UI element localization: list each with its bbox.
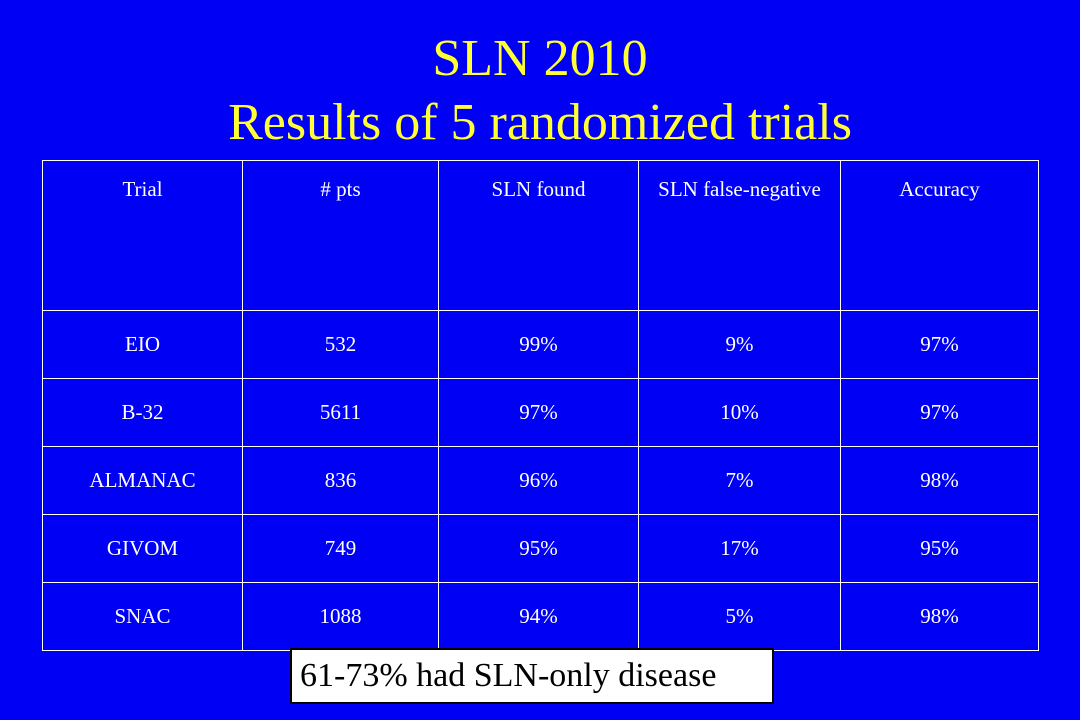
cell-trial: SNAC bbox=[42, 582, 243, 651]
header-accuracy: Accuracy bbox=[840, 160, 1039, 311]
cell-sln-false-negative: 17% bbox=[638, 514, 841, 583]
table-row: SNAC 1088 94% 5% 98% bbox=[42, 582, 1039, 651]
table-row: ALMANAC 836 96% 7% 98% bbox=[42, 446, 1039, 515]
cell-sln-false-negative: 9% bbox=[638, 310, 841, 379]
cell-trial: B-32 bbox=[42, 378, 243, 447]
table-row: GIVOM 749 95% 17% 95% bbox=[42, 514, 1039, 583]
table-header-row: Trial # pts SLN found SLN false-negative… bbox=[42, 160, 1039, 311]
slide-title: SLN 2010 bbox=[432, 30, 648, 87]
trial-results-table: Trial # pts SLN found SLN false-negative… bbox=[42, 160, 1039, 651]
cell-pts: 5611 bbox=[242, 378, 439, 447]
table-row: B-32 5611 97% 10% 97% bbox=[42, 378, 1039, 447]
header-pts: # pts bbox=[242, 160, 439, 311]
cell-accuracy: 98% bbox=[840, 582, 1039, 651]
cell-sln-found: 99% bbox=[438, 310, 639, 379]
cell-sln-found: 97% bbox=[438, 378, 639, 447]
cell-trial: ALMANAC bbox=[42, 446, 243, 515]
table-row: EIO 532 99% 9% 97% bbox=[42, 310, 1039, 379]
slide-subtitle: Results of 5 randomized trials bbox=[228, 94, 852, 151]
header-sln-found: SLN found bbox=[438, 160, 639, 311]
header-sln-false-negative: SLN false-negative bbox=[638, 160, 841, 311]
cell-pts: 532 bbox=[242, 310, 439, 379]
cell-accuracy: 97% bbox=[840, 310, 1039, 379]
cell-accuracy: 97% bbox=[840, 378, 1039, 447]
cell-accuracy: 95% bbox=[840, 514, 1039, 583]
cell-pts: 749 bbox=[242, 514, 439, 583]
cell-pts: 836 bbox=[242, 446, 439, 515]
cell-sln-found: 95% bbox=[438, 514, 639, 583]
cell-pts: 1088 bbox=[242, 582, 439, 651]
cell-sln-false-negative: 10% bbox=[638, 378, 841, 447]
cell-sln-false-negative: 7% bbox=[638, 446, 841, 515]
cell-trial: GIVOM bbox=[42, 514, 243, 583]
cell-sln-false-negative: 5% bbox=[638, 582, 841, 651]
cell-accuracy: 98% bbox=[840, 446, 1039, 515]
header-trial: Trial bbox=[42, 160, 243, 311]
cell-sln-found: 94% bbox=[438, 582, 639, 651]
sln-only-disease-note: 61-73% had SLN-only disease bbox=[290, 648, 774, 704]
cell-sln-found: 96% bbox=[438, 446, 639, 515]
cell-trial: EIO bbox=[42, 310, 243, 379]
